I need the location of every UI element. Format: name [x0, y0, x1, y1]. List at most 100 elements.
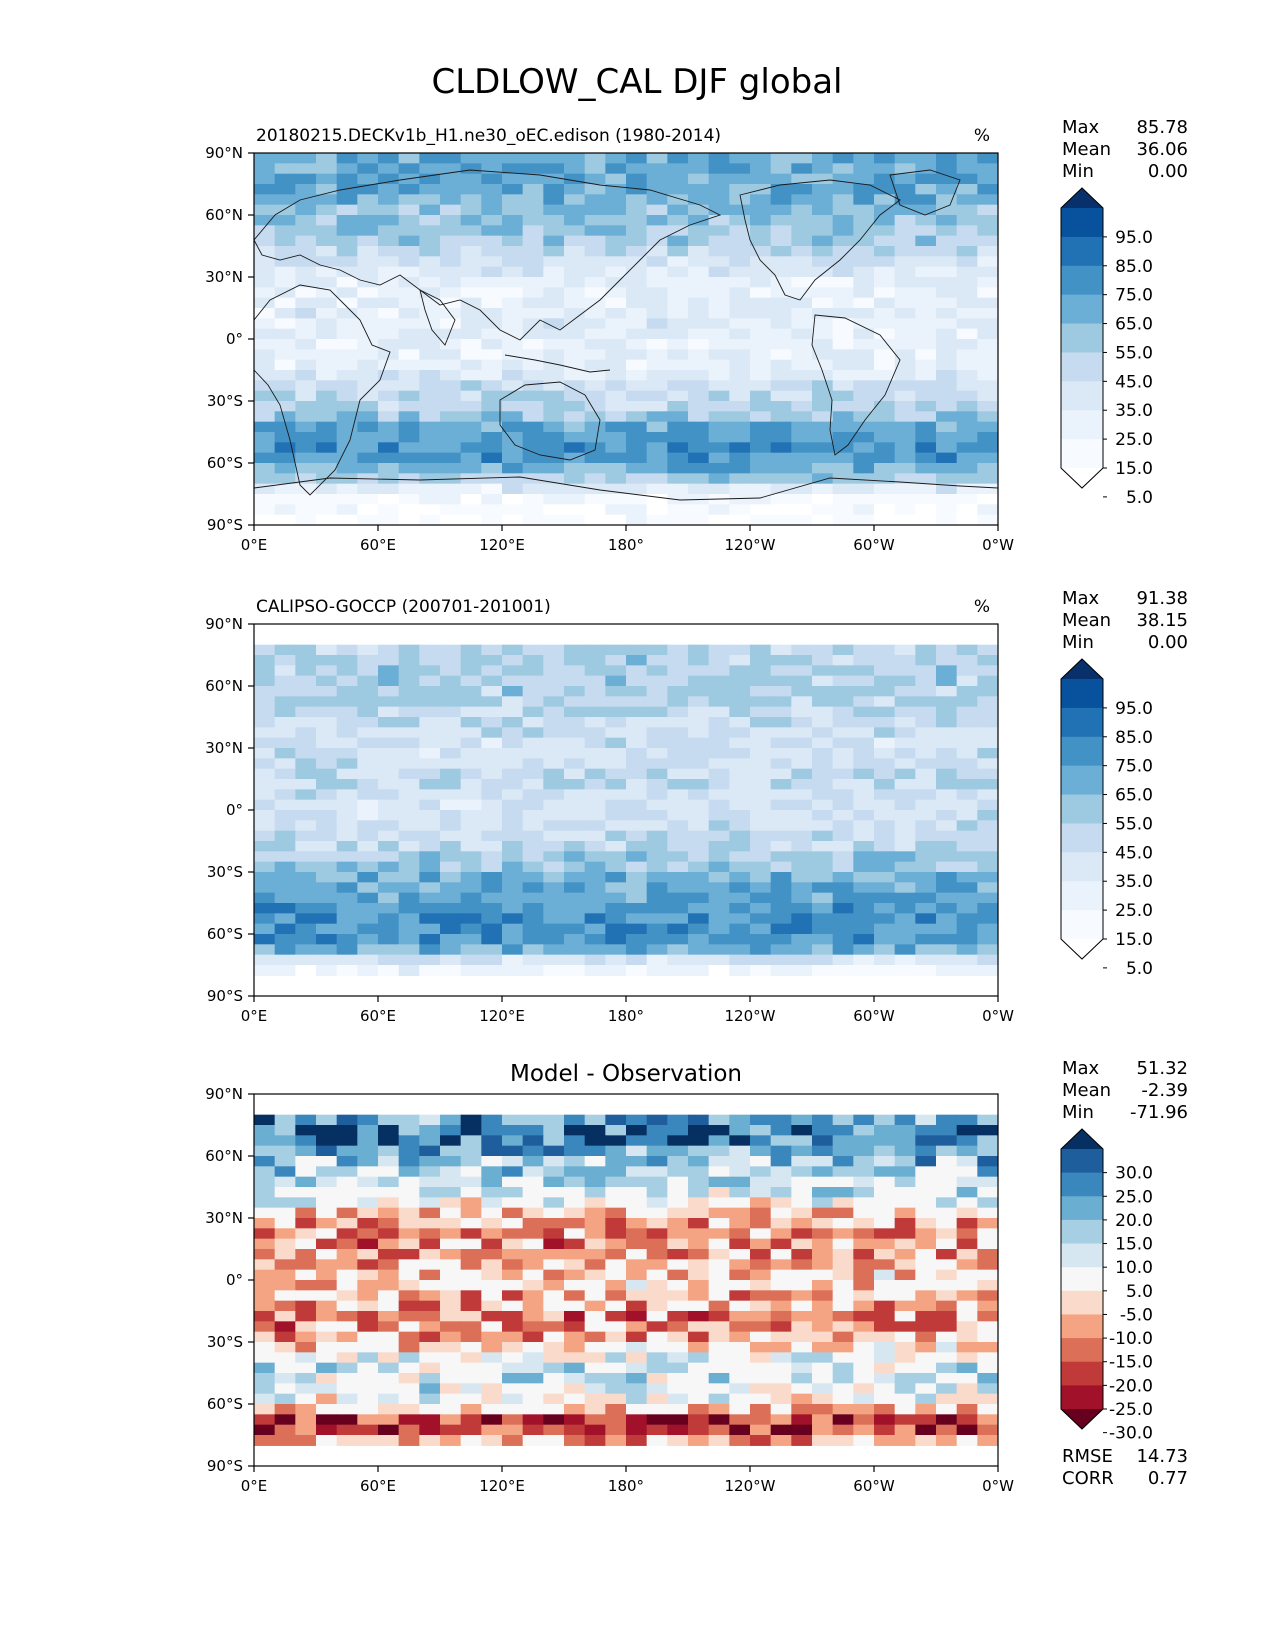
heatmap-cell: [812, 277, 834, 288]
heatmap-cell: [646, 655, 668, 666]
heatmap-cell: [357, 820, 379, 832]
heatmap-cell: [977, 1362, 998, 1374]
heatmap-cell: [440, 225, 462, 237]
heatmap-cell: [543, 1393, 565, 1405]
heatmap-cell: [894, 359, 916, 371]
colorbar-label: 30.0: [1115, 1164, 1153, 1184]
heatmap-cell: [626, 194, 648, 206]
heatmap-cell: [564, 872, 586, 883]
heatmap-cell: [336, 1176, 358, 1188]
heatmap-cell: [688, 390, 710, 402]
heatmap-cell: [398, 452, 420, 464]
heatmap-cell: [605, 1290, 627, 1302]
heatmap-cell: [398, 706, 420, 718]
heatmap-cell: [915, 494, 937, 505]
heatmap-cell: [543, 297, 565, 309]
heatmap-diff: [254, 1094, 998, 1466]
heatmap-cell: [667, 432, 689, 443]
heatmap-cell: [295, 789, 317, 801]
heatmap-cell: [750, 841, 772, 852]
heatmap-cell: [543, 204, 565, 216]
heatmap-cell: [378, 328, 400, 340]
heatmap-cell: [688, 215, 710, 226]
heatmap-cell: [688, 421, 710, 433]
heatmap-cell: [440, 1269, 462, 1281]
heatmap-cell: [543, 1145, 565, 1157]
heatmap-cell: [584, 1290, 606, 1302]
heatmap-cell: [316, 1362, 338, 1374]
heatmap-cell: [460, 727, 482, 739]
heatmap-cell: [316, 748, 338, 759]
heatmap-cell: [770, 882, 792, 894]
heatmap-cell: [853, 1135, 875, 1147]
colorbar-label: 15.0: [1115, 459, 1153, 479]
heatmap-cell: [481, 473, 503, 485]
heatmap-cell: [832, 349, 854, 361]
heatmap-cell: [584, 452, 606, 464]
heatmap-cell: [688, 1218, 710, 1229]
heatmap-cell: [667, 644, 689, 656]
heatmap-cell: [770, 184, 792, 195]
heatmap-cell: [688, 401, 710, 412]
heatmap-cell: [440, 799, 462, 811]
heatmap-cell: [584, 841, 606, 852]
heatmap-cell: [398, 1321, 420, 1333]
colorbar-segment: [1061, 823, 1103, 853]
heatmap-cell: [440, 1331, 462, 1343]
heatmap-cell: [729, 421, 751, 433]
heatmap-cell: [770, 913, 792, 925]
heatmap-cell: [522, 872, 544, 883]
heatmap-cell: [398, 903, 420, 914]
heatmap-cell: [378, 370, 400, 381]
heatmap-cell: [502, 1259, 524, 1271]
heatmap-cell: [357, 665, 379, 677]
heatmap-cell: [936, 1259, 958, 1271]
heatmap-cell: [460, 1373, 482, 1384]
heatmap-cell: [915, 473, 937, 485]
heatmap-cell: [791, 504, 813, 516]
heatmap-cell: [254, 1176, 276, 1188]
heatmap-cell: [667, 277, 689, 288]
heatmap-cell: [419, 432, 441, 443]
heatmap-cell: [832, 1187, 854, 1198]
heatmap-cell: [254, 882, 276, 894]
heatmap-cell: [770, 1383, 792, 1395]
heatmap-cell: [357, 1362, 379, 1374]
panel-obs-title: CALIPSO-GOCCP (200701-201001): [256, 597, 551, 617]
heatmap-cell: [874, 1342, 896, 1353]
heatmap-cell: [708, 463, 730, 474]
heatmap-cell: [274, 225, 296, 237]
y-tick-label: 0°: [226, 1271, 243, 1289]
heatmap-cell: [915, 696, 937, 708]
heatmap-cell: [770, 318, 792, 330]
heatmap-cell: [667, 421, 689, 433]
heatmap-cell: [915, 215, 937, 226]
heatmap-cell: [522, 483, 544, 495]
heatmap-cell: [667, 934, 689, 945]
heatmap-cell: [853, 297, 875, 309]
heatmap-cell: [336, 308, 358, 319]
heatmap-cell: [667, 153, 689, 164]
heatmap-cell: [295, 153, 317, 164]
heatmap-cell: [750, 696, 772, 708]
heatmap-cell: [398, 287, 420, 299]
heatmap-cell: [729, 706, 751, 718]
heatmap-cell: [791, 758, 813, 770]
heatmap-cell: [460, 514, 482, 525]
heatmap-cell: [357, 841, 379, 852]
heatmap-cell: [791, 1135, 813, 1147]
heatmap-cell: [543, 861, 565, 873]
heatmap-cell: [398, 235, 420, 247]
heatmap-cell: [915, 1176, 937, 1188]
heatmap-cell: [274, 473, 296, 485]
heatmap-cell: [874, 163, 896, 175]
heatmap-cell: [750, 789, 772, 801]
heatmap-cell: [398, 1311, 420, 1322]
heatmap-cell: [667, 789, 689, 801]
colorbar-diff: 30.025.020.015.010.05.0-5.0-10.0-15.0-20…: [1060, 1128, 1153, 1444]
heatmap-cell: [894, 401, 916, 412]
heatmap-cell: [419, 810, 441, 821]
heatmap-cell: [688, 173, 710, 185]
heatmap-cell: [584, 266, 606, 278]
